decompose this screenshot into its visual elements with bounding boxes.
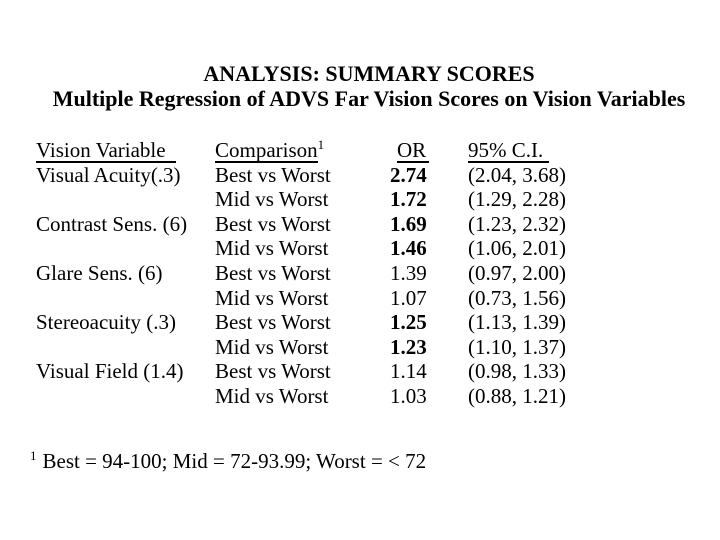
ci-value-cell: (1.29, 2.28): [468, 187, 566, 212]
vision-variable-cell: [36, 286, 215, 311]
vision-variable-cell: Visual Acuity(.3): [36, 162, 181, 187]
ci-value-cell: (1.10, 1.37): [468, 334, 566, 359]
footnote-text: Best = 94-100; Mid = 72-93.99; Worst = <…: [42, 449, 427, 473]
vision-variable-cell: Stereoacuity (.3): [36, 310, 176, 335]
column-header-comparison: Comparison1: [215, 138, 390, 163]
or-value-cell: 1.07: [390, 285, 427, 310]
or-value-cell: 1.03: [390, 383, 427, 408]
or-value-cell: 1.25: [390, 310, 427, 335]
ci-value-cell: (0.88, 1.21): [468, 383, 566, 408]
column-header-or: OR: [390, 138, 468, 163]
or-value-cell: 2.74: [390, 162, 427, 187]
or-value-cell: 1.14: [390, 359, 427, 384]
footnote-marker: 1: [30, 448, 37, 463]
ci-value-cell: (2.04, 3.68): [468, 162, 566, 187]
page-title-line-2: Multiple Regression of ADVS Far Vision S…: [52, 86, 686, 111]
or-value-cell: 1.23: [390, 334, 427, 359]
vision-variable-cell: [36, 384, 215, 409]
vision-variable-cell: [36, 187, 215, 212]
vision-variable-cell: [36, 236, 215, 261]
or-value-cell: 1.69: [390, 211, 427, 236]
comparison-cell: Best vs Worst: [215, 310, 331, 335]
column-header-ci: 95% C.I.: [468, 138, 618, 163]
comparison-cell: Best vs Worst: [215, 162, 331, 187]
footnote: 1 Best = 94-100; Mid = 72-93.99; Worst = …: [30, 449, 426, 473]
vision-variable-cell: Visual Field (1.4): [36, 359, 184, 384]
column-header-comparison-label: Comparison: [215, 138, 318, 163]
column-header-vision-variable-label: Vision Variable: [36, 139, 176, 163]
comparison-cell: Mid vs Worst: [215, 334, 329, 359]
column-header-vision-variable: Vision Variable: [36, 138, 215, 163]
comparison-cell: Mid vs Worst: [215, 187, 329, 212]
page-title-line-1: ANALYSIS: SUMMARY SCORES: [203, 61, 535, 86]
comparison-cell: Best vs Worst: [215, 359, 331, 384]
comparison-cell: Best vs Worst: [215, 260, 331, 285]
comparison-cell: Mid vs Worst: [215, 285, 329, 310]
comparison-cell: Best vs Worst: [215, 211, 331, 236]
or-value-cell: 1.46: [390, 236, 427, 261]
regression-table: Vision Variable Comparison1 OR 95% C.I. …: [36, 138, 618, 409]
ci-value-cell: (0.73, 1.56): [468, 285, 566, 310]
vision-variable-cell: [36, 335, 215, 360]
or-value-cell: 1.39: [390, 260, 427, 285]
ci-value-cell: (1.13, 1.39): [468, 310, 566, 335]
comparison-cell: Mid vs Worst: [215, 236, 329, 261]
ci-value-cell: (1.06, 2.01): [468, 236, 566, 261]
vision-variable-cell: Contrast Sens. (6): [36, 211, 188, 236]
vision-variable-cell: Glare Sens. (6): [36, 260, 163, 285]
ci-value-cell: (0.97, 2.00): [468, 260, 566, 285]
ci-value-cell: (1.23, 2.32): [468, 211, 566, 236]
column-header-ci-label: 95% C.I.: [468, 139, 550, 163]
column-header-or-label: OR: [397, 139, 430, 163]
title-block: ANALYSIS: SUMMARY SCORES Multiple Regres…: [9, 61, 720, 111]
ci-value-cell: (0.98, 1.33): [468, 359, 566, 384]
comparison-footnote-marker: 1: [317, 137, 325, 152]
comparison-cell: Mid vs Worst: [215, 383, 329, 408]
or-value-cell: 1.72: [390, 187, 427, 212]
